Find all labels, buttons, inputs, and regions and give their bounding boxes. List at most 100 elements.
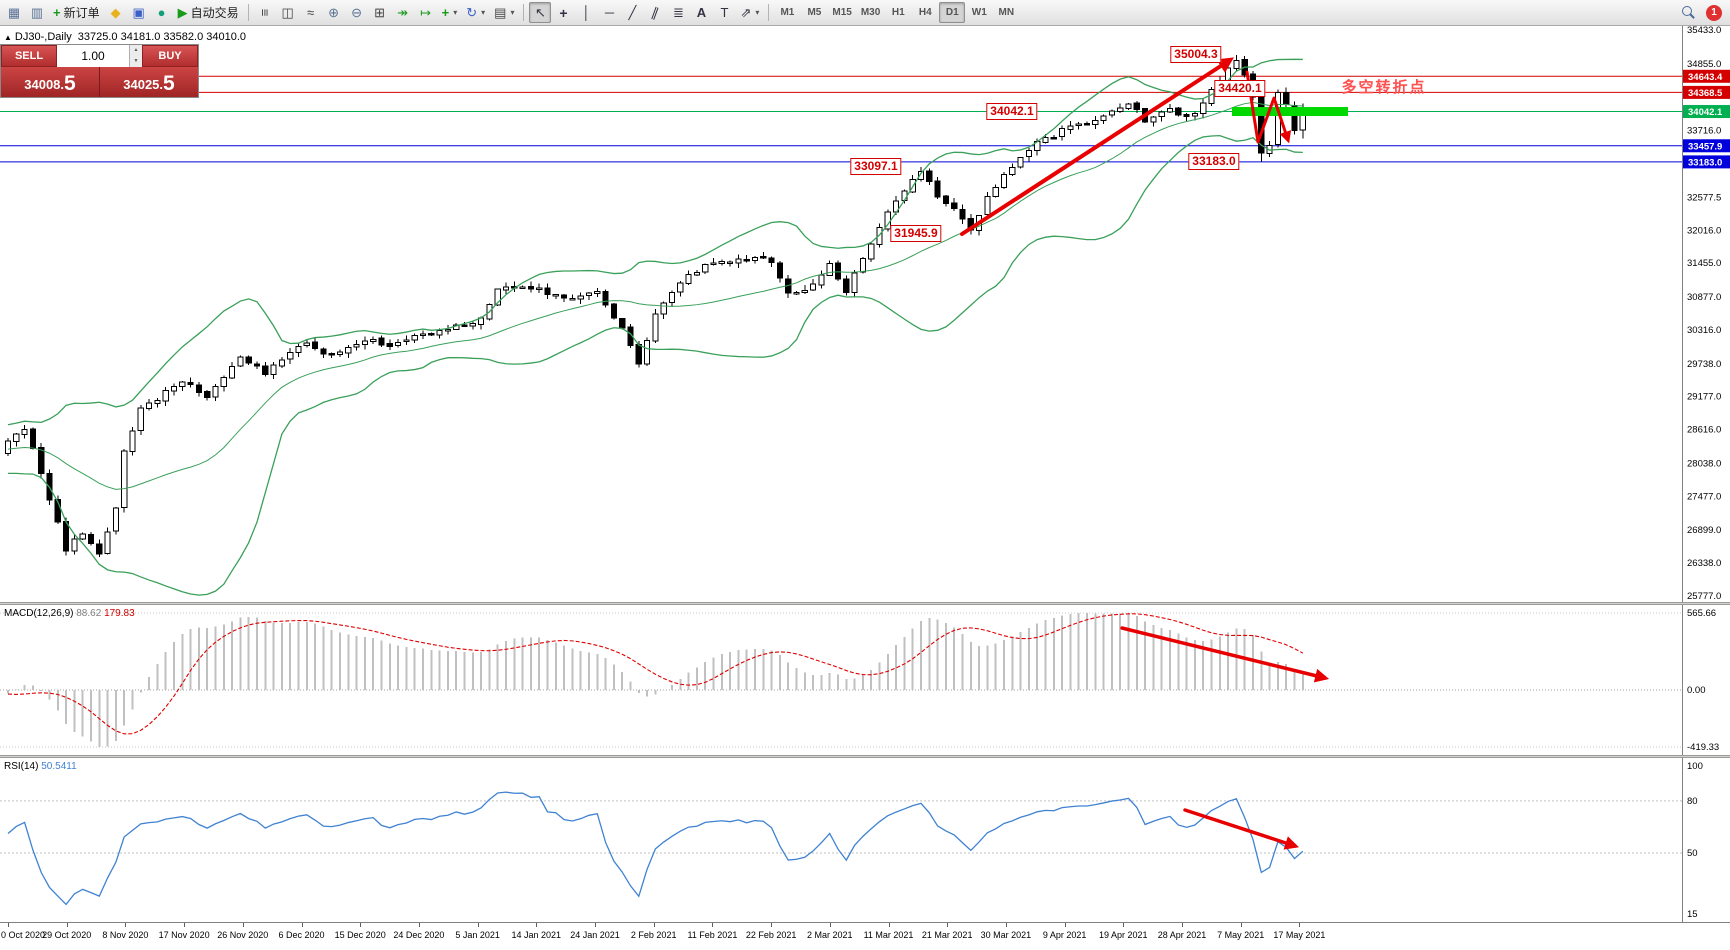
volume-up-button[interactable]: ▲	[130, 45, 142, 56]
new-chart-button[interactable]: ▦	[3, 2, 25, 23]
indicators-button[interactable]: + ▾	[438, 2, 462, 23]
channel-tool-button[interactable]: ∥	[644, 2, 666, 23]
toolbar-separator	[523, 4, 525, 21]
notification-badge[interactable]: 1	[1706, 4, 1722, 21]
volume-input[interactable]: 1.00 ▲ ▼	[57, 45, 142, 67]
macd-panel[interactable]: 565.66 0.00 -419.33	[0, 605, 1730, 755]
cursor-tool-button[interactable]: ↖	[529, 2, 552, 23]
trendline-icon: ╱	[628, 5, 637, 20]
sell-button[interactable]: SELL	[1, 45, 57, 67]
time-label: 9 Apr 2021	[1042, 930, 1087, 940]
time-label: 17 May 2021	[1273, 930, 1326, 940]
svg-text:35433.0: 35433.0	[1687, 26, 1721, 36]
arrow-shape-icon: ⇗	[740, 5, 752, 20]
bar-chart-button[interactable]: ≡	[254, 2, 276, 23]
timeframe-m1-button[interactable]: M1	[780, 7, 795, 18]
dropdown-arrow-icon: ▾	[510, 8, 515, 17]
dropdown-arrow-icon: ▾	[453, 8, 458, 17]
time-tick	[536, 923, 538, 927]
timeframe-m30-button[interactable]: M30	[860, 7, 881, 18]
svg-text:50: 50	[1687, 848, 1698, 859]
panel-separator[interactable]	[0, 602, 1730, 605]
time-label: 11 Feb 2021	[687, 930, 738, 940]
volume-down-button[interactable]: ▼	[130, 56, 142, 67]
text-tool-button[interactable]: A	[690, 2, 712, 23]
timeframe-mn-button[interactable]: MN	[998, 7, 1015, 18]
time-tick	[1123, 923, 1125, 927]
svg-text:29177.0: 29177.0	[1687, 392, 1721, 403]
auto-scroll-button[interactable]: ↠	[392, 2, 414, 23]
line-chart-button[interactable]: ≈	[300, 2, 322, 23]
time-label: 14 Jan 2021	[511, 930, 562, 940]
time-tick	[477, 923, 479, 927]
timeframe-h1-button[interactable]: H1	[891, 7, 905, 18]
time-tick	[595, 923, 596, 927]
vertical-line-tool-button[interactable]: │	[575, 2, 597, 23]
time-label: 19 Apr 2021	[1099, 930, 1148, 940]
panel-separator[interactable]	[0, 755, 1730, 758]
toolbar-separator	[768, 4, 770, 21]
time-tick	[242, 923, 244, 927]
buy-price[interactable]: 34025. 5	[99, 67, 198, 97]
time-tick	[712, 923, 714, 927]
time-tick	[653, 923, 655, 927]
label-icon: T	[720, 5, 729, 20]
main-chart-canvas[interactable]: 35433.0 34855.0 33716.0 32577.5 32016.0 31455…	[0, 26, 1730, 602]
search-button[interactable]	[1677, 2, 1699, 23]
svg-text:34855.0: 34855.0	[1687, 59, 1721, 70]
new-chart-icon: ▦	[7, 5, 21, 20]
profiles-icon: ▥	[30, 5, 44, 20]
chart-window[interactable]: 35433.0 34855.0 33716.0 32577.5 32016.0 31455…	[0, 26, 1730, 950]
collapse-toggle-icon[interactable]: ▲	[4, 33, 12, 42]
dropdown-arrow-icon: ▾	[481, 8, 486, 17]
templates-button[interactable]: ▤ ▾	[490, 2, 518, 23]
svg-text:31455.0: 31455.0	[1687, 258, 1721, 269]
timeframe-w1-button[interactable]: W1	[971, 7, 987, 18]
timeframe-m15-button[interactable]: M15	[832, 7, 852, 18]
bar-chart-icon: ≡	[257, 8, 273, 17]
timeframe-m5-button[interactable]: M5	[807, 7, 822, 18]
tile-windows-button[interactable]: ⊞	[369, 2, 391, 23]
horizontal-line-tool-button[interactable]: ─	[598, 2, 620, 23]
time-tick	[829, 923, 831, 927]
rsi-panel[interactable]: 100 80 50 15	[0, 758, 1730, 922]
new-order-button[interactable]: + 新订单	[49, 2, 104, 23]
diamond-icon: ◆	[110, 5, 121, 20]
svg-text:27477.0: 27477.0	[1687, 491, 1721, 502]
time-label: 6 Dec 2020	[278, 930, 325, 940]
metaeditor-button[interactable]: ◆	[105, 2, 127, 23]
autotrading-label: 自动交易	[190, 6, 239, 20]
trendline-tool-button[interactable]: ╱	[621, 2, 643, 23]
community-button[interactable]: ●	[151, 2, 173, 23]
profiles-button[interactable]: ▥	[26, 2, 48, 23]
time-label: 2 Mar 2021	[807, 930, 853, 940]
buy-button[interactable]: BUY	[142, 45, 198, 67]
new-order-label: 新订单	[63, 6, 100, 20]
label-tool-button[interactable]: T	[713, 2, 735, 23]
svg-text:28038.0: 28038.0	[1687, 458, 1721, 469]
candlestick-button[interactable]: ◫	[277, 2, 299, 23]
zoom-out-button[interactable]: ⊖	[346, 2, 368, 23]
time-tick	[184, 923, 186, 927]
crosshair-tool-button[interactable]: +	[552, 2, 574, 23]
sell-price[interactable]: 34008. 5	[1, 67, 99, 97]
time-tick	[947, 923, 949, 927]
volume-value[interactable]: 1.00	[81, 49, 105, 63]
autotrading-button[interactable]: ▶ 自动交易	[174, 2, 243, 23]
circle-icon: ●	[157, 5, 166, 20]
time-tick	[125, 923, 127, 927]
time-label: 26 Nov 2020	[217, 930, 269, 940]
timeframe-d1-button[interactable]: D1	[939, 2, 966, 23]
chart-shift-button[interactable]: ↦	[415, 2, 437, 23]
market-watch-button[interactable]: ▣	[128, 2, 150, 23]
one-click-trading-panel: SELL 1.00 ▲ ▼ BUY 34008. 5 34025. 5	[0, 44, 199, 98]
svg-text:33716.0: 33716.0	[1687, 126, 1721, 137]
search-icon	[1681, 6, 1695, 19]
time-axis[interactable]: 0 Oct 2020 29 Oct 2020 8 Nov 2020 17 Nov 20…	[0, 922, 1730, 950]
shapes-tool-button[interactable]: ⇗ ▾	[736, 2, 763, 23]
cycles-button[interactable]: ↻ ▾	[462, 2, 489, 23]
timeframe-h4-button[interactable]: H4	[918, 7, 932, 18]
zoom-in-button[interactable]: ⊕	[323, 2, 345, 23]
time-tick	[66, 923, 68, 927]
fibonacci-tool-button[interactable]: ≣	[667, 2, 689, 23]
